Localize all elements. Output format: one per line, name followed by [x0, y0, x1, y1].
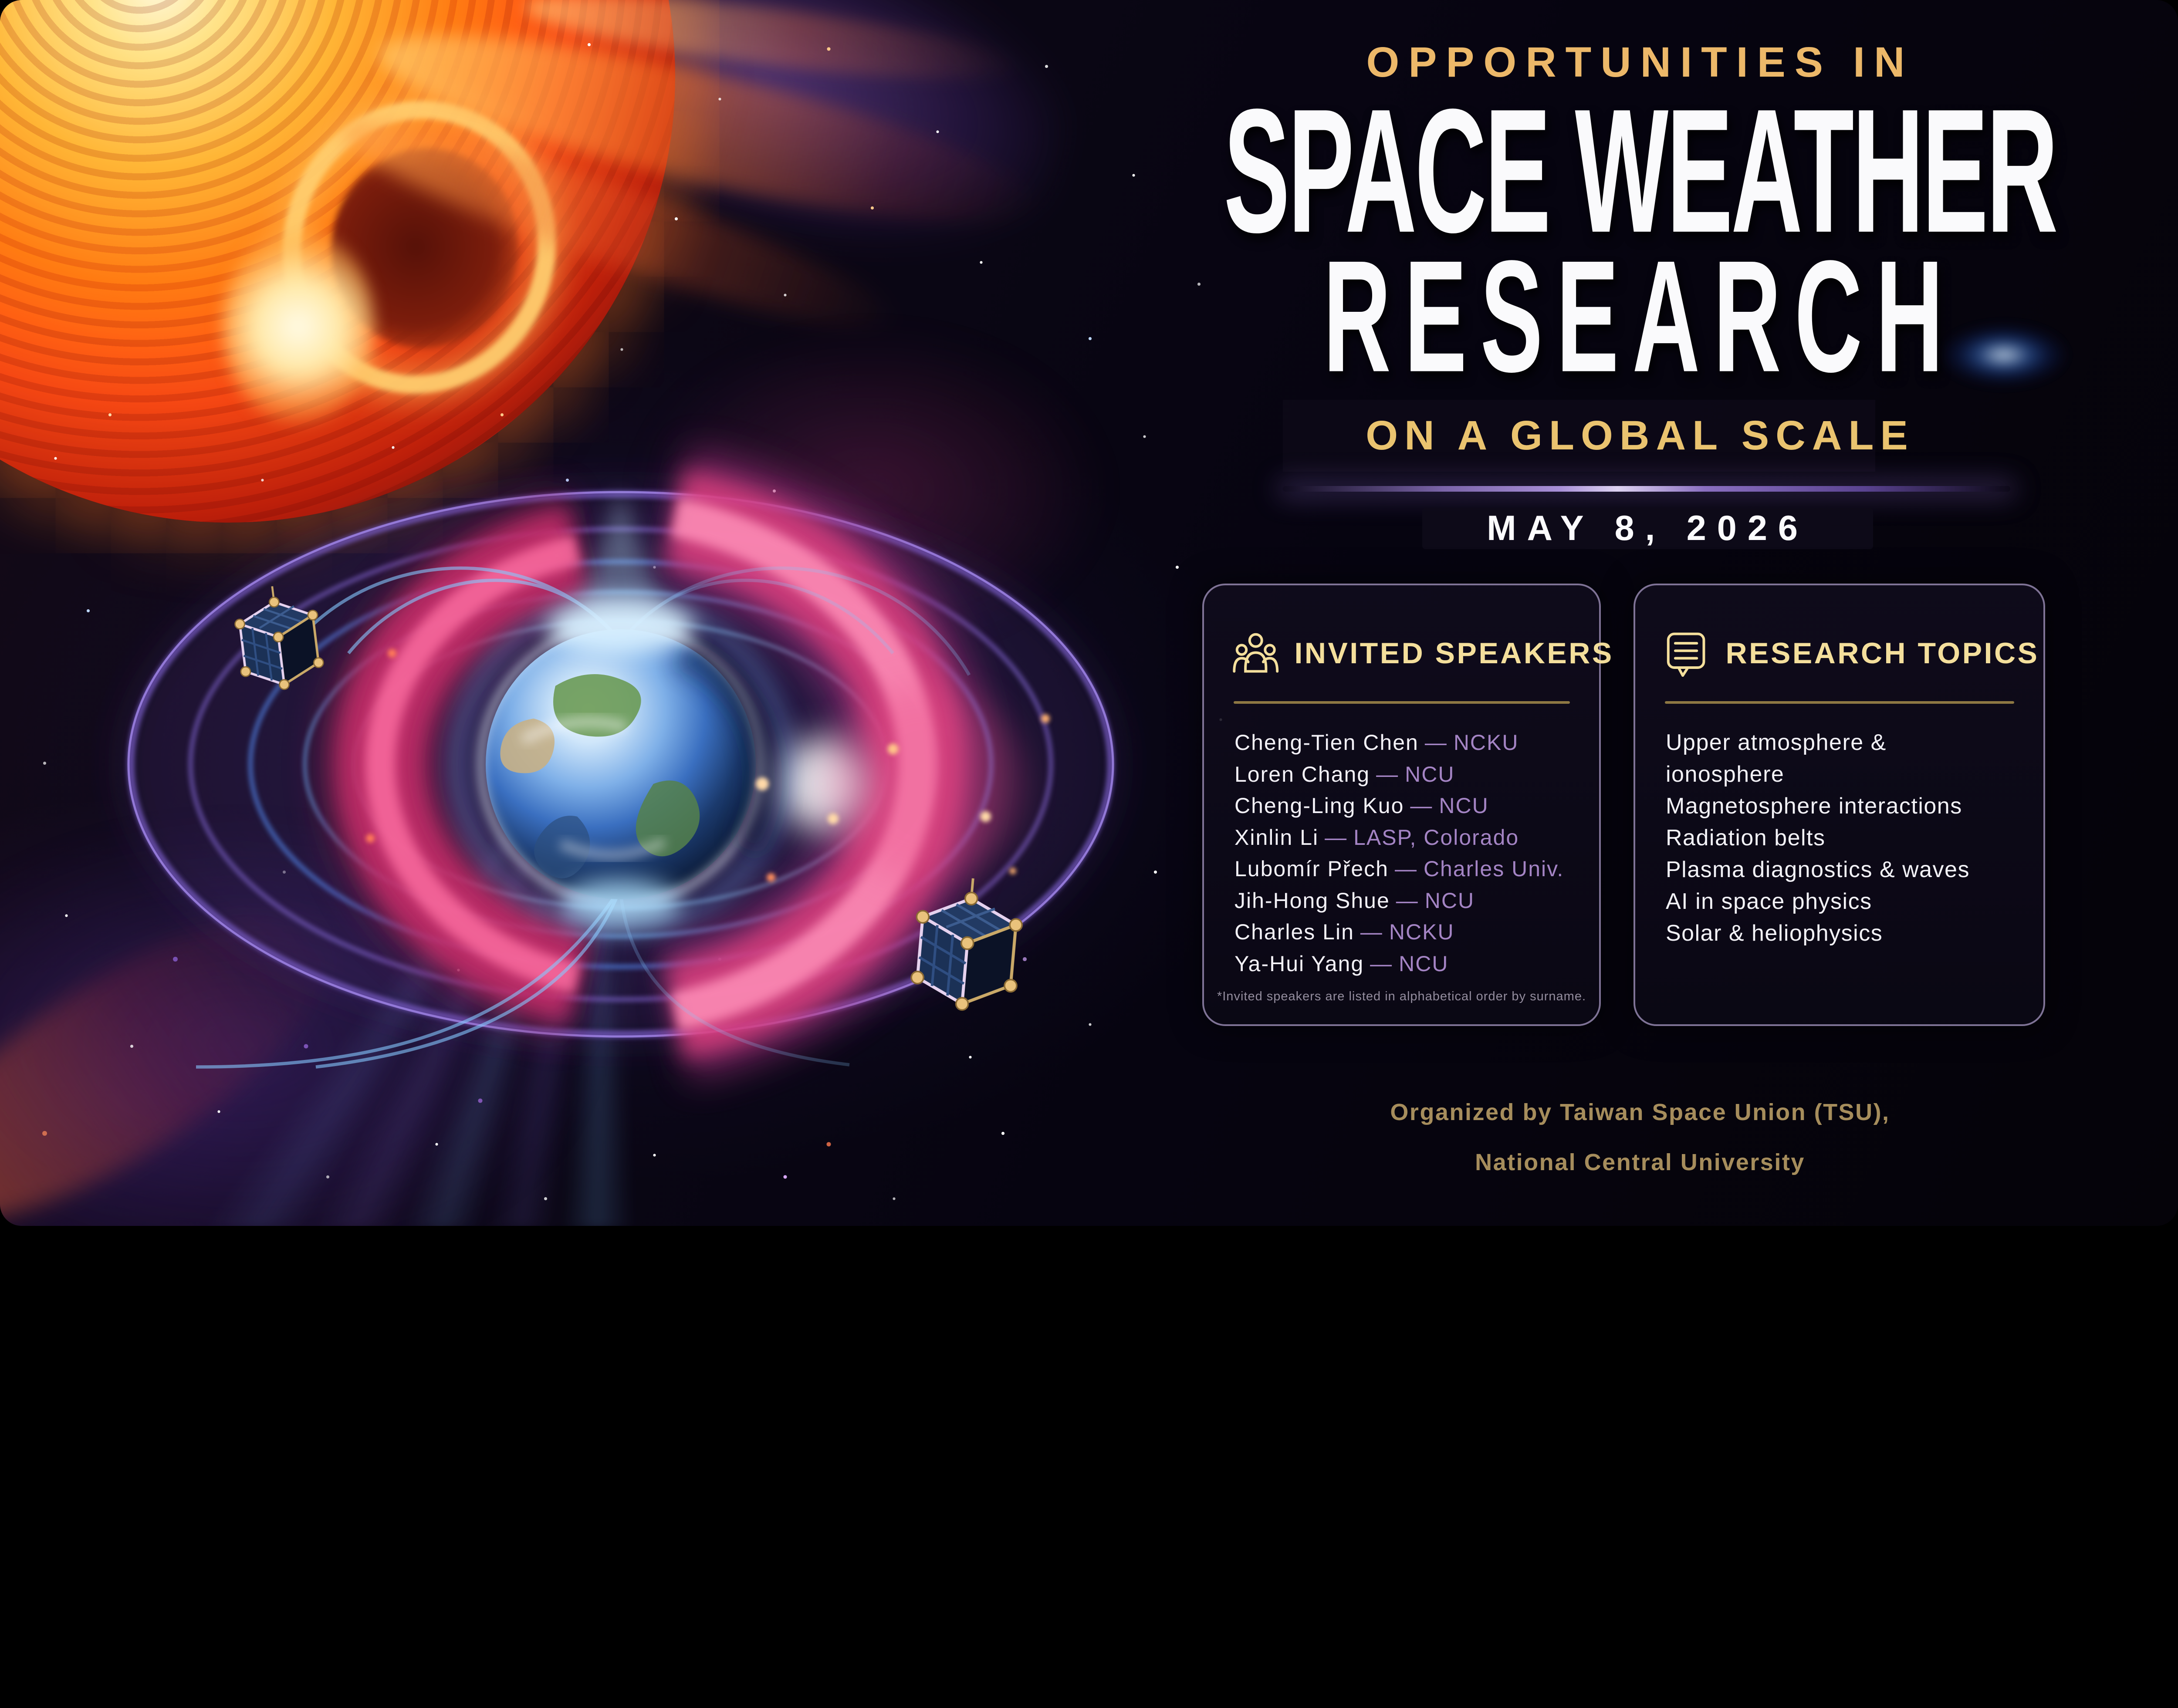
- list-item: AI in space physics: [1666, 889, 1872, 914]
- event-date-box: MAY 8, 2026: [1422, 507, 1873, 549]
- list-item: Jih-Hong Shue — NCU: [1234, 885, 1588, 917]
- gold-underline: [1233, 701, 1570, 704]
- speaker-separator: —: [1376, 762, 1399, 786]
- speaker-separator: —: [1410, 793, 1433, 818]
- speaker-separator: —: [1325, 825, 1348, 850]
- gold-underline: [1664, 701, 2014, 704]
- topics-card-title: RESEARCH TOPICS: [1725, 637, 2039, 670]
- list-item: Loren Chang — NCU: [1234, 759, 1588, 790]
- speaker-name: Cheng-Ling Kuo: [1234, 793, 1404, 818]
- speaker-separator: —: [1394, 857, 1417, 881]
- speaker-affiliation: NCU: [1424, 888, 1475, 913]
- speaker-name: Lubomír Přech: [1234, 857, 1389, 881]
- invited-speakers-card: INVITED SPEAKERS Cheng-Tien Chen — NCKU Lo…: [1202, 584, 1612, 1026]
- earth-magnetosphere-illustration: [120, 447, 1122, 1082]
- speaker-affiliation: NCU: [1405, 762, 1455, 786]
- speaker-separator: —: [1360, 920, 1383, 944]
- speaker-affiliation: LASP, Colorado: [1353, 825, 1519, 850]
- speaker-name: Jih-Hong Shue: [1234, 888, 1390, 913]
- speaker-affiliation: Charles Univ.: [1423, 857, 1564, 881]
- space-artwork: [0, 0, 2178, 1226]
- list-item: Plasma diagnostics & waves: [1666, 857, 1970, 882]
- radiation-belts: [319, 447, 1024, 1082]
- list-item: Xinlin Li — LASP, Colorado: [1234, 822, 1588, 854]
- cubesat-satellite-left: [234, 586, 324, 690]
- list-item: Lubomír Přech — Charles Univ.: [1234, 853, 1588, 885]
- speaker-name: Xinlin Li: [1234, 825, 1319, 850]
- event-date: MAY 8, 2026: [1487, 508, 1809, 548]
- poster-title-line2: RESEARCH: [1323, 226, 1957, 405]
- cubesat-satellite-right: [910, 878, 1023, 1011]
- blue-lens-flare: [1928, 318, 2080, 392]
- topics-list: Upper atmosphere & ionosphere Magnetosph…: [1666, 727, 1997, 949]
- topics-card-header: RESEARCH TOPICS: [1664, 630, 2039, 677]
- people-group-icon: [1233, 633, 1279, 673]
- research-topics-card: RESEARCH TOPICS Upper atmosphere & ionos…: [1634, 584, 2045, 1026]
- earth-illustration: [449, 592, 793, 936]
- organizer-line1: Organized by Taiwan Space Union (TSU),: [1390, 1099, 1890, 1125]
- speaker-name: Ya-Hui Yang: [1234, 951, 1364, 976]
- organizer-line2: National Central University: [1475, 1149, 1805, 1175]
- list-item: Cheng-Ling Kuo — NCU: [1234, 790, 1588, 822]
- list-item: Ya-Hui Yang — NCU: [1234, 948, 1588, 980]
- speaker-name: Loren Chang: [1234, 762, 1370, 786]
- speakers-list: Cheng-Tien Chen — NCKU Loren Chang — NCU Che…: [1234, 727, 1588, 979]
- speaker-affiliation: NCU: [1399, 951, 1449, 976]
- speaker-affiliation: NCKU: [1453, 730, 1519, 755]
- purple-divider: [1283, 486, 2010, 492]
- solar-flare-bright-spot: [222, 229, 375, 425]
- particle-sparks: [366, 649, 1050, 882]
- polar-glow: [547, 490, 695, 928]
- event-poster: OPPORTUNITIES IN SPACE WEATHER RESEARCH …: [0, 0, 2178, 1226]
- speakers-card-title: INVITED SPEAKERS: [1294, 637, 1614, 670]
- speaker-name: Cheng-Tien Chen: [1234, 730, 1419, 755]
- speakers-card-header: INVITED SPEAKERS: [1232, 630, 1614, 677]
- speech-bubble-icon: [1667, 632, 1705, 677]
- speaker-affiliation: NCU: [1439, 793, 1489, 818]
- eyebrow-text: OPPORTUNITIES IN: [1366, 38, 1914, 86]
- starfield: [0, 0, 2, 2]
- list-item: Charles Lin — NCKU: [1234, 916, 1588, 948]
- speaker-affiliation: NCKU: [1389, 920, 1454, 944]
- speaker-separator: —: [1424, 730, 1447, 755]
- speaker-separator: —: [1370, 951, 1393, 976]
- poster-title-line1: SPACE WEATHER: [1224, 72, 2058, 270]
- speaker-separator: —: [1396, 888, 1419, 913]
- subtitle-backdrop: [1283, 399, 1875, 472]
- poster-subtitle: ON A GLOBAL SCALE: [1366, 412, 1914, 459]
- speakers-footnote: *Invited speakers are listed in alphabet…: [1217, 989, 1586, 1003]
- speaker-name: Charles Lin: [1234, 920, 1354, 944]
- list-item: Radiation belts: [1666, 825, 1826, 851]
- list-item: Cheng-Tien Chen — NCKU: [1234, 727, 1588, 759]
- list-item: Upper atmosphere & ionosphere: [1666, 730, 1887, 787]
- list-item: Magnetosphere interactions: [1666, 793, 1962, 819]
- list-item: Solar & heliophysics: [1666, 921, 1883, 946]
